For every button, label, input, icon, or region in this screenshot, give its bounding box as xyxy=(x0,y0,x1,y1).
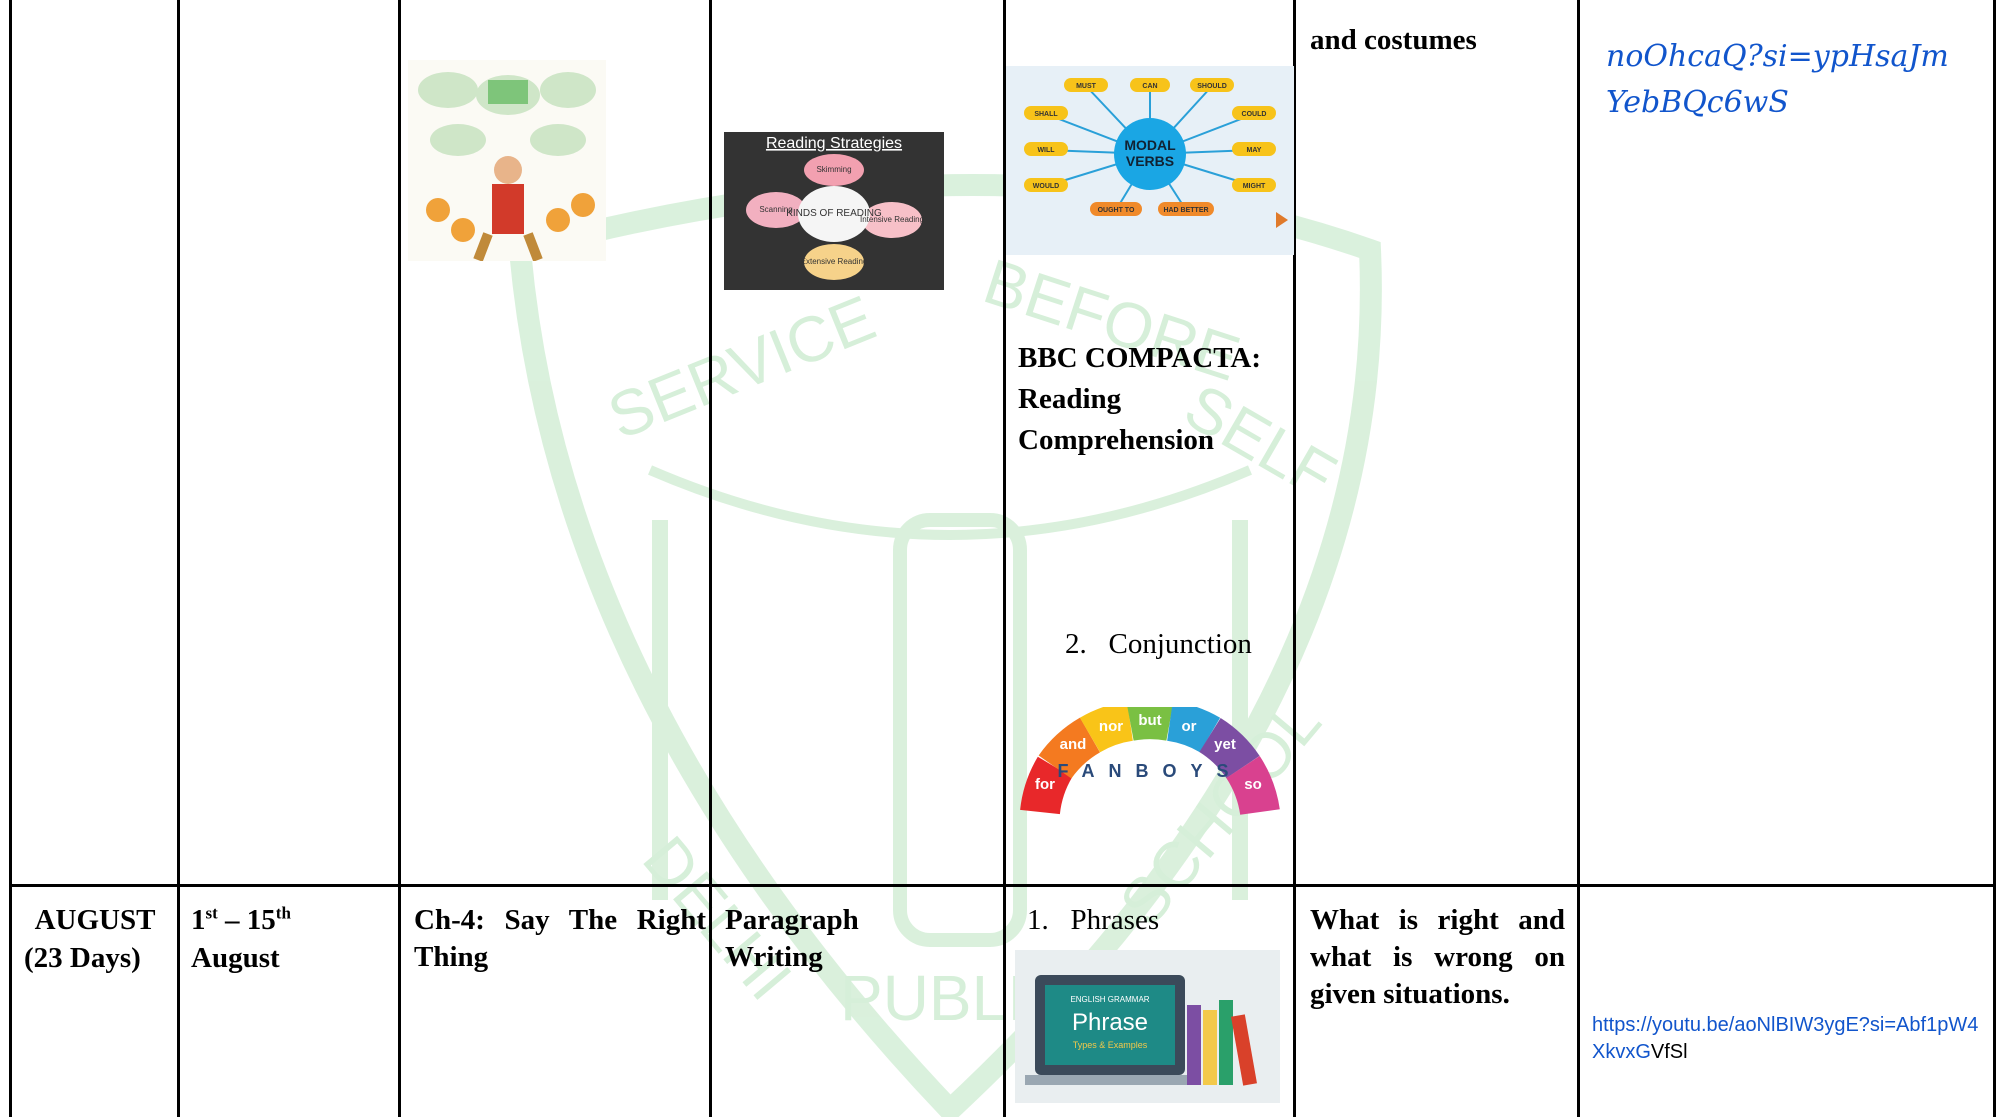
link[interactable]: https://youtu.be/aoNlBIW3ygE?si=Abf1pW4X… xyxy=(1592,1014,1979,1063)
image-text: Skimming xyxy=(816,165,851,174)
list-item: 2. Conjunction xyxy=(1065,626,1252,663)
image-text: MODAL xyxy=(1124,137,1176,153)
date-text: 1 xyxy=(191,904,206,936)
image-text: or xyxy=(1182,718,1197,735)
cell-text: and costumes xyxy=(1310,24,1477,56)
list-item: 1. Phrases xyxy=(1027,902,1159,939)
date-suffix: st xyxy=(205,903,218,923)
date-text: 15 xyxy=(246,904,276,936)
image-text: OUGHT TO xyxy=(1098,207,1135,214)
watermark-text: SERVICE xyxy=(598,281,884,453)
image-text: Scanning xyxy=(759,205,792,214)
table-border xyxy=(1003,0,1006,1117)
table-border xyxy=(1293,0,1296,1117)
image-text: KINDS OF READING xyxy=(786,208,882,219)
link-fragment[interactable]: noOhcaQ?si=ypHsaJm YebBQc6wS xyxy=(1606,39,1949,120)
image-text: Extensive Reading xyxy=(801,257,868,266)
table-border xyxy=(9,0,12,1117)
image-text: MUST xyxy=(1076,83,1097,90)
list-text: Phrases xyxy=(1070,904,1160,936)
image-text: but xyxy=(1138,712,1161,729)
image-text: COULD xyxy=(1242,111,1267,118)
date-range: 1st – 15th xyxy=(191,902,291,939)
image-text: nor xyxy=(1099,718,1123,735)
juggler-image xyxy=(408,60,606,261)
date-text: – xyxy=(217,904,247,936)
link-tail: VfSl xyxy=(1650,1041,1688,1063)
reading-strategies-image: Reading Strategies Skimming Scanning Int… xyxy=(724,132,944,290)
chapter-text: Ch-4: Say The Right Thing xyxy=(414,904,706,973)
fanboys-image: for and nor but or yet so FANBOYS xyxy=(1020,707,1280,816)
cell-text: What is right and what is wrong on given… xyxy=(1310,904,1565,1010)
image-text: Intensive Reading xyxy=(860,215,924,224)
image-text: CAN xyxy=(1142,83,1157,90)
image-text: Phrase xyxy=(1072,1009,1148,1036)
modal-verbs-image: MUST CAN SHOULD SHALL COULD WILL MAY WOU… xyxy=(1006,66,1294,255)
image-text: VERBS xyxy=(1126,153,1174,169)
image-text: WOULD xyxy=(1033,183,1059,190)
image-text: MIGHT xyxy=(1243,183,1266,190)
table-border xyxy=(709,0,712,1117)
days-text: (23 Days) xyxy=(24,942,141,974)
image-text: SHOULD xyxy=(1197,83,1227,90)
image-text: and xyxy=(1060,736,1087,753)
date-suffix: th xyxy=(275,903,291,923)
list-text: Conjunction xyxy=(1108,628,1252,660)
image-text: for xyxy=(1035,776,1055,793)
link-block: https://youtu.be/aoNlBIW3ygE?si=Abf1pW4X… xyxy=(1592,1012,1982,1066)
image-text: Types & Examples xyxy=(1073,1040,1148,1050)
date-month: August xyxy=(191,942,280,974)
image-text: so xyxy=(1244,776,1262,793)
topic-text: Paragraph Writing xyxy=(725,904,859,973)
image-text: WILL xyxy=(1037,147,1055,154)
bbc-compacta-text: BBC COMPACTA: Reading Comprehension xyxy=(1018,342,1261,456)
list-number: 2. xyxy=(1065,628,1087,660)
table-border xyxy=(1577,0,1580,1117)
image-text: ENGLISH GRAMMAR xyxy=(1070,995,1149,1004)
image-text: yet xyxy=(1214,736,1236,753)
month-text: AUGUST xyxy=(34,904,156,936)
table-border xyxy=(1993,0,1996,1117)
list-number: 1. xyxy=(1027,904,1049,936)
image-text: Reading Strategies xyxy=(766,135,902,152)
image-text: MAY xyxy=(1247,147,1262,154)
table-border xyxy=(398,0,401,1117)
image-text: SHALL xyxy=(1034,111,1058,118)
image-text: HAD BETTER xyxy=(1163,207,1208,214)
image-text: FANBOYS xyxy=(1057,761,1242,781)
table-border xyxy=(10,884,1996,887)
phrase-image: ENGLISH GRAMMAR Phrase Types & Examples xyxy=(1015,950,1280,1103)
table-border xyxy=(177,0,180,1117)
